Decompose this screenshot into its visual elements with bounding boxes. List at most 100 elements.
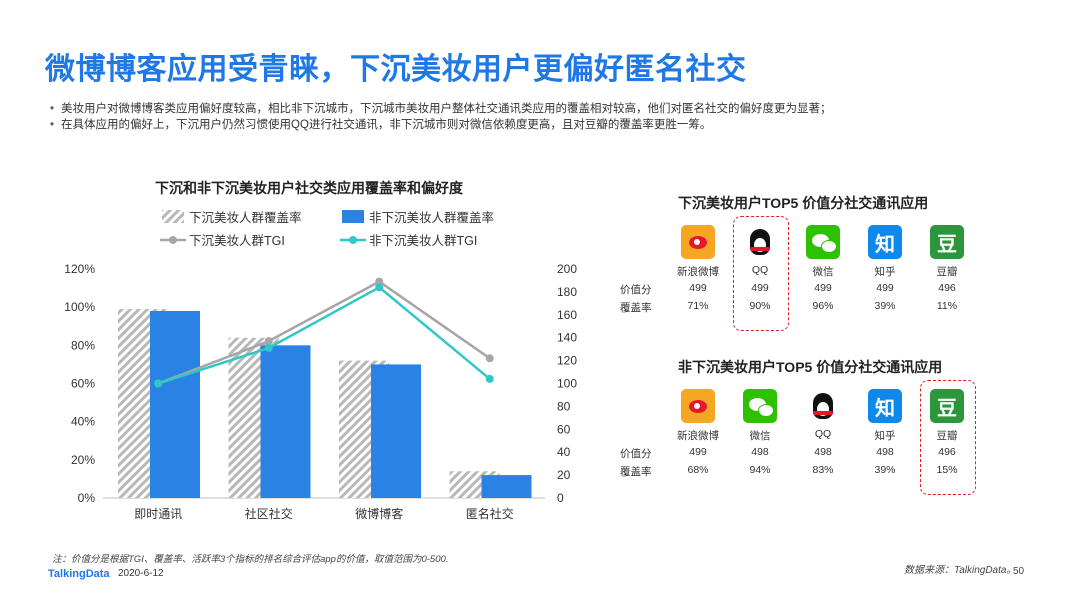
wechat-icon [806,225,840,259]
app-coverage: 90% [749,300,771,312]
highlight-box [733,216,789,331]
app-coverage: 83% [812,464,834,476]
app-value-score: 498 [751,446,769,458]
qq-icon [806,389,840,423]
y-left-tick-label: 120% [64,262,95,276]
row-label-coverage: 覆盖率 [620,466,652,478]
line-non-sinking-tgi [157,285,491,385]
legend-label: 非下沉美妆人群覆盖率 [369,210,494,225]
y-right-tick-label: 40 [557,445,571,459]
app-value-score: 498 [876,446,894,458]
footnote: 注：价值分是根据TGI、覆盖率、活跃率3个指标的排名综合评估app的价值，取值范… [52,554,449,565]
app-coverage: 71% [687,300,709,312]
bullet-list: 美妆用户对微博博客类应用偏好度较高，相比非下沉城市，下沉城市美妆用户整体社交通讯… [50,101,832,133]
app-value-score: 496 [938,282,956,294]
y-left-tick-label: 40% [71,415,95,429]
line-point [154,379,163,388]
legend-label: 下沉美妆人群覆盖率 [189,210,302,225]
panel-title: 非下沉美妆用户TOP5 价值分社交通讯应用 [678,359,943,375]
line-point [485,374,494,383]
app-value-score: 499 [689,282,707,294]
app-coverage: 94% [749,464,771,476]
page-title: 微博博客应用受青睐，下沉美妆用户更偏好匿名社交 [45,53,747,86]
app-name: 微信 [812,266,834,278]
app-value-score: 499 [751,282,769,294]
line-point [264,337,273,346]
weibo-icon [681,389,715,423]
legend-marker [169,236,177,244]
line-point [264,344,273,353]
x-tick-label: 匿名社交 [466,506,514,521]
panel-title: 下沉美妆用户TOP5 价值分社交通讯应用 [678,195,929,211]
line-point [375,277,384,286]
bar-non-sinking-coverage [260,345,311,498]
zhihu-icon: 知 [868,225,902,259]
data-source: 数据来源：TalkingData。 [904,565,1017,576]
x-tick-label: 社区社交 [245,506,293,521]
app-value-score: 498 [814,446,832,458]
legend-swatch [162,210,184,223]
y-right-tick-label: 60 [557,422,571,436]
legend-label: 非下沉美妆人群TGI [369,234,477,248]
y-right-tick-label: 200 [557,262,577,276]
legend-label: 下沉美妆人群TGI [189,234,285,248]
page-number: 50 [1013,566,1025,577]
chart-title: 下沉和非下沉美妆用户社交类应用覆盖率和偏好度 [155,180,463,196]
y-right-tick-label: 20 [557,468,571,482]
app-name: 新浪微博 [677,430,719,442]
row-label-coverage: 覆盖率 [620,302,652,314]
bar-non-sinking-coverage [481,475,532,498]
app-value-score: 499 [876,282,894,294]
y-left-tick-label: 20% [71,453,95,467]
bullet-item: 美妆用户对微博博客类应用偏好度较高，相比非下沉城市，下沉城市美妆用户整体社交通讯… [50,101,832,117]
y-right-tick-label: 160 [557,308,577,322]
report-date: 2020-6-12 [118,568,164,579]
app-name: 新浪微博 [677,266,719,278]
y-right-tick-label: 120 [557,354,577,368]
app-name: 知乎 [874,430,896,442]
app-name: 豆瓣 [936,430,958,442]
bar-non-sinking-coverage [150,310,200,498]
highlight-box [920,380,976,495]
y-right-tick-label: 100 [557,377,577,391]
wechat-icon [743,389,777,423]
x-tick-label: 即时通讯 [134,507,182,521]
x-tick-label: 微博博客 [355,506,403,521]
line-point [485,354,494,363]
app-name: 知乎 [874,266,896,278]
zhihu-icon: 知 [868,389,902,423]
bar-non-sinking-coverage [371,364,421,498]
app-name: QQ [814,428,832,440]
brand-logo: TalkingData [48,568,110,580]
y-right-tick-label: 80 [557,399,571,413]
app-coverage: 96% [812,300,834,312]
chart-bars [118,309,532,498]
app-value-score: 499 [689,446,707,458]
app-coverage: 39% [874,300,896,312]
qq-icon [743,225,777,259]
legend-swatch [342,210,364,223]
app-name: QQ [751,264,769,276]
y-left-tick-label: 60% [71,377,95,391]
douban-icon: 豆 [930,225,964,259]
app-name: 微信 [749,430,771,442]
chart-lines [154,277,494,388]
y-right-tick-label: 180 [557,285,577,299]
legend-marker [349,236,357,244]
row-label-value: 价值分 [620,448,652,460]
app-value-score: 499 [814,282,832,294]
app-coverage: 39% [874,464,896,476]
app-name: 豆瓣 [936,266,958,278]
y-left-tick-label: 0% [78,491,96,505]
y-left-tick-label: 80% [71,338,95,352]
app-coverage: 68% [687,464,709,476]
app-coverage: 11% [936,300,958,312]
bullet-item: 在具体应用的偏好上，下沉用户仍然习惯使用QQ进行社交通讯，非下沉城市则对微信依赖… [50,117,832,133]
app-value-score: 496 [938,446,956,458]
chart-axes: 0% 20% 40% 60% 80% 100% 120% 0 20 40 60 80 100 120 140… [64,262,577,521]
y-right-tick-label: 0 [557,491,564,505]
line-point [375,283,384,292]
weibo-icon [681,225,715,259]
